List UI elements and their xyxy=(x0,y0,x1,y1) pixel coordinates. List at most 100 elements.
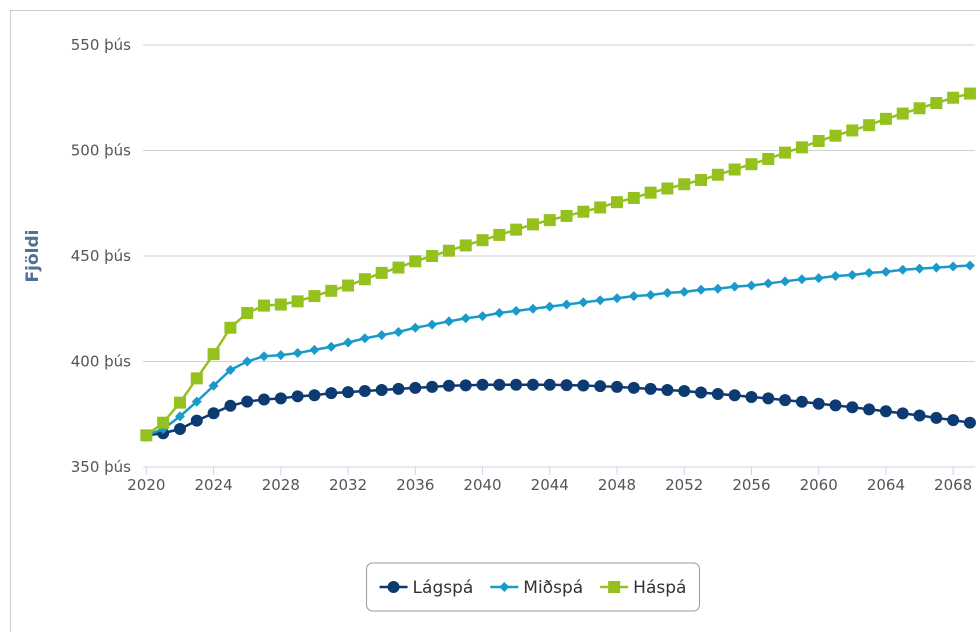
marker xyxy=(880,266,891,277)
marker xyxy=(494,307,505,318)
marker xyxy=(392,382,405,395)
marker xyxy=(661,383,674,396)
marker xyxy=(460,313,471,324)
legend-label: Miðspá xyxy=(523,578,583,598)
marker xyxy=(426,250,439,262)
series-line xyxy=(145,264,971,437)
frame xyxy=(10,10,980,632)
marker xyxy=(560,209,573,222)
marker xyxy=(762,392,775,405)
marker xyxy=(526,218,539,231)
marker xyxy=(325,284,338,297)
marker xyxy=(191,396,202,407)
marker xyxy=(359,333,370,344)
marker xyxy=(696,284,707,295)
marker xyxy=(190,414,203,427)
marker xyxy=(274,392,287,405)
marker xyxy=(628,291,639,302)
marker xyxy=(931,262,942,273)
marker xyxy=(358,385,371,398)
marker xyxy=(678,385,691,398)
marker xyxy=(510,223,523,236)
marker xyxy=(645,290,656,301)
marker xyxy=(644,186,657,199)
marker xyxy=(661,182,674,195)
marker xyxy=(308,389,321,402)
marker xyxy=(595,295,606,306)
marker xyxy=(511,305,522,316)
x-tick-label: 2048 xyxy=(598,476,636,494)
marker xyxy=(426,380,439,393)
marker xyxy=(947,91,960,104)
y-tick-label: 550 þús xyxy=(71,36,131,54)
marker xyxy=(763,278,774,289)
marker xyxy=(409,255,422,268)
marker xyxy=(174,411,185,422)
marker xyxy=(796,274,807,285)
marker xyxy=(560,379,573,392)
marker xyxy=(578,297,589,308)
y-tick-label: 500 þús xyxy=(71,142,131,160)
marker xyxy=(241,395,254,408)
marker xyxy=(846,401,859,414)
marker xyxy=(896,107,909,120)
marker xyxy=(947,414,960,427)
marker xyxy=(476,378,489,391)
marker xyxy=(190,372,203,385)
marker xyxy=(745,390,758,403)
x-tick-label: 2020 xyxy=(127,476,165,494)
marker xyxy=(157,416,170,429)
marker xyxy=(594,201,607,214)
marker xyxy=(207,348,220,361)
marker xyxy=(644,382,657,395)
legend-label: Háspá xyxy=(633,578,686,598)
x-tick-label: 2064 xyxy=(867,476,905,494)
legend-box xyxy=(366,562,700,612)
marker xyxy=(325,387,338,400)
x-tick-label: 2044 xyxy=(531,476,569,494)
marker xyxy=(442,244,455,257)
marker xyxy=(442,379,455,392)
marker xyxy=(948,261,959,272)
legend: Lágspá Miðspá Háspá xyxy=(366,562,700,612)
marker xyxy=(762,152,775,165)
marker xyxy=(610,380,623,393)
marker xyxy=(610,196,623,209)
marker xyxy=(208,380,219,391)
marker xyxy=(173,423,186,436)
marker xyxy=(863,119,876,132)
marker xyxy=(611,293,622,304)
marker xyxy=(274,298,287,311)
marker xyxy=(173,396,186,409)
marker xyxy=(459,239,472,252)
marker xyxy=(577,205,590,218)
marker xyxy=(140,429,153,442)
marker xyxy=(711,168,724,181)
marker xyxy=(695,174,708,187)
marker xyxy=(914,263,925,274)
marker xyxy=(913,409,926,422)
marker xyxy=(427,319,438,330)
marker xyxy=(695,386,708,399)
marker xyxy=(342,279,355,292)
marker xyxy=(879,112,892,125)
y-axis-label: Fjöldi xyxy=(23,230,43,283)
marker xyxy=(963,87,976,100)
marker xyxy=(343,337,354,348)
marker xyxy=(897,264,908,275)
marker xyxy=(241,306,254,319)
marker xyxy=(728,389,741,402)
marker xyxy=(662,287,673,298)
x-tick-label: 2052 xyxy=(665,476,703,494)
marker xyxy=(326,341,337,352)
marker xyxy=(342,386,355,399)
x-tick-label: 2036 xyxy=(396,476,434,494)
marker xyxy=(813,273,824,284)
marker xyxy=(258,299,271,312)
marker xyxy=(308,290,321,303)
marker xyxy=(627,191,640,204)
marker xyxy=(795,141,808,154)
marker xyxy=(846,124,859,137)
marker xyxy=(729,281,740,292)
